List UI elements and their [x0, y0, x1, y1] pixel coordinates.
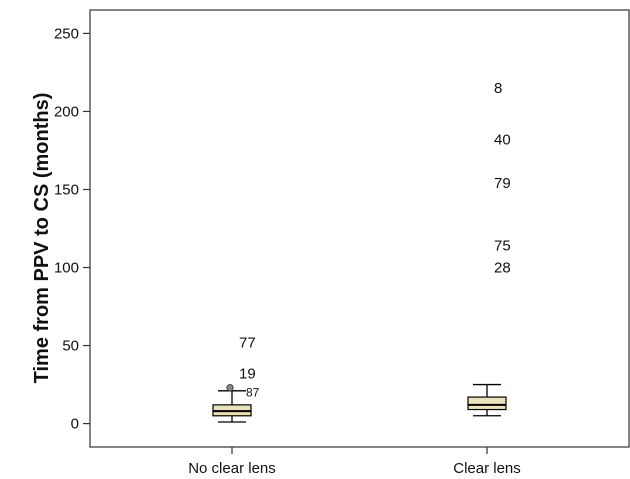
y-tick-label: 50	[62, 338, 79, 355]
outlier-case-label: 77	[239, 334, 256, 351]
y-tick-label: 200	[54, 103, 79, 120]
outlier-case-label: 75	[494, 238, 511, 255]
iqr-box	[467, 396, 507, 411]
boxes-layer: 87 19 77 8 40 79 75 28	[212, 80, 511, 423]
y-axis: 0 50 100 150 200 250	[54, 25, 90, 433]
y-axis-label: Time from PPV to CS (months)	[31, 93, 53, 384]
outlier-case-label: 40	[494, 132, 511, 149]
y-tick-label: 0	[71, 416, 79, 433]
y-tick-label: 250	[54, 25, 79, 42]
box-group: 8 40 79 75 28	[467, 80, 511, 417]
outlier-case-label: 28	[494, 260, 511, 277]
x-axis: No clear lens Clear lens	[188, 447, 521, 477]
outlier-case-label: 79	[494, 175, 511, 192]
x-tick-label: No clear lens	[188, 460, 276, 477]
x-tick-label: Clear lens	[453, 460, 521, 477]
y-tick-label: 100	[54, 260, 79, 277]
y-tick-label: 150	[54, 181, 79, 198]
outlier-case-label: 87	[246, 385, 260, 399]
outlier-marker	[226, 383, 234, 392]
plot-border	[89, 9, 630, 448]
box-group: 87 19 77	[212, 334, 260, 423]
plot-frame	[89, 9, 630, 448]
outlier-case-label: 8	[494, 80, 502, 97]
outlier-case-label: 19	[239, 366, 256, 383]
